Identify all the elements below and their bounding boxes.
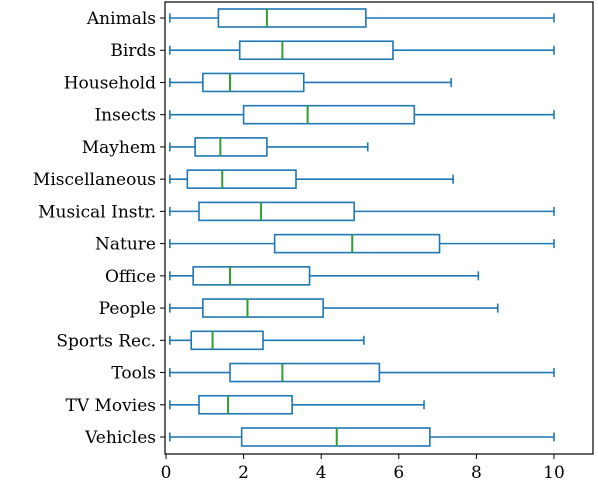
x-tick-label: 0: [161, 463, 172, 483]
x-axis: 0 2 4 6 8 10: [161, 454, 565, 483]
category-label: Vehicles: [84, 428, 156, 448]
iqr-box: [202, 298, 324, 318]
iqr-box: [202, 72, 305, 93]
x-tick-label: 10: [543, 463, 565, 483]
category-label: Household: [64, 73, 156, 93]
category-label: TV Movies: [66, 396, 157, 416]
category-label: Mayhem: [82, 138, 156, 158]
category-label: Birds: [110, 41, 156, 61]
box-office: [169, 266, 480, 286]
x-tick-label: 2: [238, 463, 249, 483]
box-miscellaneous: [169, 169, 454, 189]
iqr-box: [198, 394, 293, 415]
boxes-group: [169, 8, 555, 447]
iqr-box: [217, 8, 367, 28]
x-tick-label: 6: [393, 463, 404, 483]
category-label: People: [99, 299, 156, 319]
iqr-box: [186, 169, 297, 189]
box-tools: [169, 362, 555, 383]
category-label: Insects: [94, 106, 156, 126]
box-vehicles: [169, 427, 555, 447]
box-tv-movies: [169, 394, 425, 415]
plot-frame: [164, 1, 594, 455]
box-mayhem: [169, 137, 369, 157]
x-tick-label: 8: [471, 463, 482, 483]
iqr-box: [192, 266, 311, 286]
box-animals: [169, 8, 555, 28]
category-label: Miscellaneous: [33, 170, 156, 190]
iqr-box: [190, 330, 264, 351]
iqr-box: [198, 201, 355, 222]
category-label: Sports Rec.: [56, 331, 156, 351]
iqr-box: [194, 137, 268, 157]
iqr-box: [273, 233, 441, 254]
category-label: Tools: [111, 364, 156, 384]
iqr-box: [229, 362, 381, 383]
box-people: [169, 298, 499, 318]
x-tick-label: 4: [316, 463, 327, 483]
box-sports-rec: [169, 330, 365, 351]
category-label: Office: [105, 267, 156, 287]
iqr-box: [238, 40, 394, 61]
box-musical-instr: [169, 201, 555, 222]
iqr-box: [242, 104, 416, 125]
category-label: Animals: [86, 9, 156, 29]
category-label: Nature: [95, 235, 156, 255]
box-birds: [169, 40, 555, 61]
box-insects: [169, 104, 555, 125]
box-nature: [169, 233, 555, 254]
box-household: [169, 72, 452, 93]
category-label: Musical Instr.: [38, 202, 156, 222]
category-axis: Animals Birds Household Insects Mayhem Miscel…: [33, 9, 165, 448]
